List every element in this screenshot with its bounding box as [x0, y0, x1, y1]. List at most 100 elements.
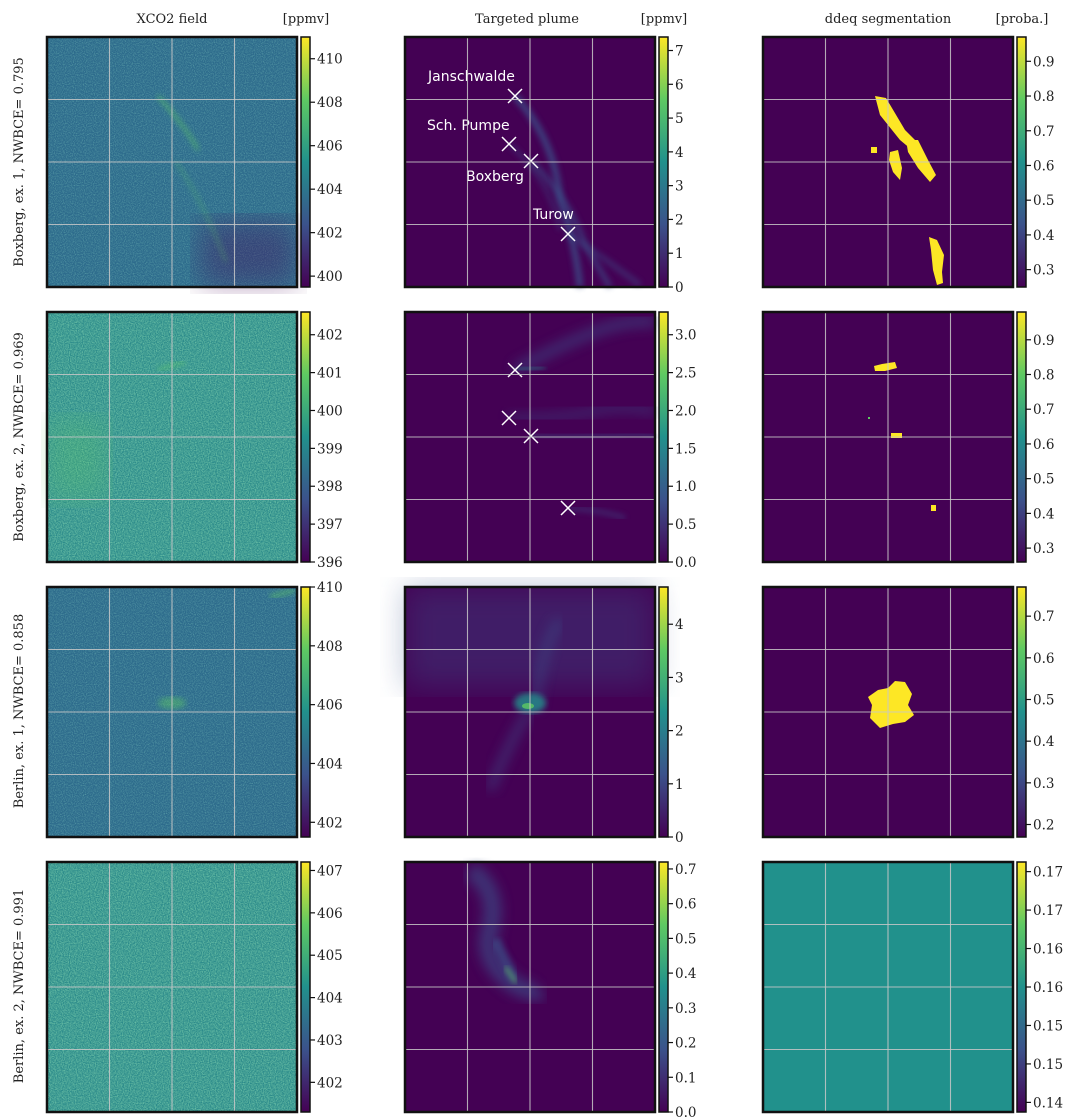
colorbar-r0-c1: 7 6 5 4 3 2 1 0 — [658, 36, 684, 296]
colorbar-tick-label: 4 — [675, 617, 684, 633]
colorbar-gradient — [301, 862, 310, 1112]
source-label-turow: Turow — [532, 207, 574, 223]
colorbar-tick-label: 400 — [317, 403, 343, 419]
panel-grids — [47, 37, 1013, 1112]
colorbar-tick-label: 406 — [317, 906, 343, 922]
colorbar-tick-label: 0.6 — [1033, 651, 1054, 667]
panel-frame-r3-c1 — [403, 860, 657, 1114]
grid-r2-c1 — [405, 587, 655, 837]
colorbar-gradient — [659, 862, 668, 1112]
colorbar-tick-label: 3 — [675, 179, 684, 195]
panel-frame-r2-c1 — [403, 585, 657, 839]
colorbar-frame — [1016, 311, 1027, 563]
colorbar-tick-label: 0.8 — [1033, 89, 1054, 105]
col-unit-segmentation: [proba.] — [996, 12, 1049, 27]
grid-r3-c1 — [405, 862, 655, 1112]
colorbar-frame — [300, 311, 311, 563]
colorbar-tick-label: 402 — [317, 226, 343, 242]
colorbar-frame — [300, 586, 311, 838]
column-headers: XCO2 field [ppmv] Targeted plume [ppmv] … — [137, 12, 1049, 27]
panel-frame-r3-c2 — [761, 860, 1015, 1114]
col-title-plume: Targeted plume — [475, 12, 579, 27]
col-unit-xco2: [ppmv] — [283, 12, 329, 27]
colorbar-tick-label: 0.5 — [1033, 693, 1054, 709]
colorbar-tick-label: 0.3 — [675, 1001, 696, 1017]
colorbar-tick-label: 0.8 — [1033, 368, 1054, 384]
colorbar-tick-label: 0.17 — [1033, 903, 1063, 919]
grid-r0-c0 — [47, 37, 297, 287]
colorbar-tick-label: 408 — [317, 639, 343, 655]
colorbar-tick-label: 399 — [317, 441, 343, 457]
grid-r0-c2 — [763, 37, 1013, 287]
colorbar-tick-label: 405 — [317, 948, 343, 964]
panel-frame-r0-c0 — [45, 35, 299, 289]
panel-frame-r1-c1 — [403, 310, 657, 564]
colorbar-gradient — [659, 37, 668, 287]
colorbar-tick-label: 410 — [317, 580, 343, 596]
colorbar-r2-c2: 0.7 0.6 0.5 0.4 0.3 0.2 — [1016, 586, 1054, 838]
grid-r2-c2 — [763, 587, 1013, 837]
colorbar-gradient — [301, 312, 310, 562]
colorbar-gradient — [301, 37, 310, 287]
colorbar-r2-c0: 410 408 406 404 402 — [300, 580, 343, 838]
row-label-3: Berlin, ex. 2, NWBCE= 0.991 — [12, 889, 27, 1083]
colorbar-tick-label: 404 — [317, 991, 343, 1007]
panel-frames — [45, 35, 1015, 1114]
colorbar-tick-label: 0.9 — [1033, 54, 1054, 70]
source-marker-schpumpe — [501, 136, 517, 152]
col-title-segmentation: ddeq segmentation — [825, 12, 952, 27]
colorbar-tick-label: 0.14 — [1033, 1095, 1063, 1111]
colorbar-tick-label: 0.3 — [1033, 776, 1054, 792]
row-label-0: Boxberg, ex. 1, NWBCE= 0.795 — [12, 57, 27, 267]
colorbar-tick-label: 408 — [317, 95, 343, 111]
colorbar-gradient — [301, 587, 310, 837]
colorbar-tick-label: 400 — [317, 269, 343, 285]
colorbar-tick-label: 402 — [317, 1075, 343, 1091]
colorbar-tick-label: 410 — [317, 52, 343, 68]
grid-r0-c1 — [405, 37, 655, 287]
colorbar-tick-label: 4 — [675, 145, 684, 161]
grid-r1-c1 — [405, 312, 655, 562]
colorbar-tick-label: 0.3 — [1033, 263, 1054, 279]
colorbar-tick-label: 7 — [675, 44, 684, 60]
source-marker-janschwalde — [507, 88, 523, 104]
colorbar-tick-label: 396 — [317, 555, 343, 571]
colorbars: 410408406404402400765432100.90.80.70.60.… — [300, 36, 1063, 1118]
panel-frame-r2-c2 — [761, 585, 1015, 839]
colorbar-r3-c1: 0.7 0.6 0.5 0.4 0.3 0.2 0.1 0.0 — [658, 861, 696, 1118]
colorbar-gradient — [659, 587, 668, 837]
colorbar-tick-label: 5 — [675, 111, 684, 127]
colorbar-tick-label: 406 — [317, 698, 343, 714]
colorbar-r1-c1: 3.0 2.5 2.0 1.5 1.0 0.5 0.0 — [658, 311, 696, 571]
colorbar-tick-label: 401 — [317, 366, 343, 382]
panel-frame-r1-c2 — [761, 310, 1015, 564]
source-marker-turow — [560, 226, 576, 242]
colorbar-tick-label: 0.7 — [1033, 124, 1054, 140]
colorbar-r2-c1: 4 3 2 1 0 — [658, 586, 684, 846]
colorbar-tick-label: 0.2 — [1033, 818, 1054, 834]
colorbar-tick-label: 402 — [317, 328, 343, 344]
source-label-boxberg: Boxberg — [466, 169, 524, 185]
colorbar-tick-label: 402 — [317, 815, 343, 831]
source-label-schpumpe: Sch. Pumpe — [427, 118, 510, 134]
colorbar-tick-label: 0.6 — [1033, 437, 1054, 453]
colorbar-frame — [658, 36, 669, 288]
colorbar-tick-label: 0.7 — [1033, 402, 1054, 418]
colorbar-tick-label: 0.4 — [675, 966, 696, 982]
colorbar-tick-label: 404 — [317, 182, 343, 198]
source-markers-row0 — [501, 88, 576, 242]
colorbar-r0-c2: 0.9 0.8 0.7 0.6 0.5 0.4 0.3 — [1016, 36, 1054, 288]
colorbar-tick-label: 2.5 — [675, 366, 696, 382]
colorbar-tick-label: 1 — [675, 777, 684, 793]
colorbar-tick-label: 0.6 — [1033, 158, 1054, 174]
colorbar-tick-label: 1 — [675, 246, 684, 262]
row-label-1: Boxberg, ex. 2, NWBCE= 0.969 — [12, 332, 27, 542]
colorbar-frame — [300, 861, 311, 1113]
panel-frame-r3-c0 — [45, 860, 299, 1114]
colorbar-tick-label: 1.0 — [675, 479, 696, 495]
colorbar-tick-label: 2.0 — [675, 403, 696, 419]
col-unit-plume: [ppmv] — [641, 12, 687, 27]
colorbar-gradient — [659, 312, 668, 562]
colorbar-gradient — [1017, 862, 1026, 1112]
